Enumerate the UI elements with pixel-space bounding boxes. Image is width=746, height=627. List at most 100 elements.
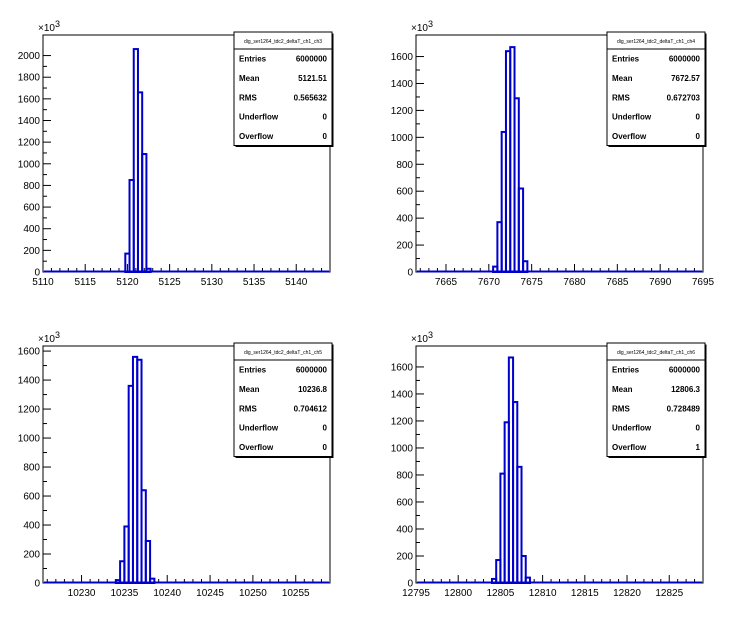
stats-row-value: 6000000 <box>669 366 701 375</box>
y-tick-label: 800 <box>23 463 40 474</box>
x-tick-label: 5135 <box>243 277 266 288</box>
stats-row-value: 0 <box>696 113 701 122</box>
y-tick-label: 1800 <box>18 73 41 84</box>
y-axis-multiplier: ×103 <box>411 19 433 34</box>
stats-row-value: 1 <box>696 443 701 452</box>
multiplier-base: ×10 <box>411 334 428 345</box>
y-tick-label: 0 <box>34 579 40 590</box>
y-tick-label: 0 <box>34 268 40 279</box>
multiplier-base: ×10 <box>38 23 55 34</box>
y-tick-label: 800 <box>23 181 40 192</box>
y-tick-label: 1000 <box>391 133 414 144</box>
x-tick-label: 5120 <box>116 277 139 288</box>
y-tick-label: 1400 <box>18 116 41 127</box>
y-tick-label: 400 <box>396 214 413 225</box>
y-tick-label: 600 <box>396 497 413 508</box>
stats-row-label: Underflow <box>239 113 279 122</box>
y-tick-label: 400 <box>396 524 413 535</box>
y-tick-label: 1600 <box>18 94 41 105</box>
stats-row-label: Entries <box>239 366 267 375</box>
x-tick-label: 7670 <box>478 277 501 288</box>
x-tick-label: 7695 <box>692 277 715 288</box>
x-tick-label: 5140 <box>285 277 308 288</box>
x-tick-label: 5130 <box>201 277 224 288</box>
y-tick-label: 200 <box>396 241 413 252</box>
histogram-panel: 0 200 400 600 800 1000 1200 1400 1600 7665 7670 767… <box>391 19 715 288</box>
y-tick-label: 2000 <box>18 51 41 62</box>
stats-row-value: 0.728489 <box>667 404 701 413</box>
stats-box: dig_ser1264_tdc2_deltaT_ch1_ch4 Entries 60… <box>606 31 707 147</box>
stats-row-label: Overflow <box>239 443 274 452</box>
y-tick-label: 1200 <box>18 138 41 149</box>
stats-title: dig_ser1264_tdc2_deltaT_ch1_ch3 <box>244 39 322 45</box>
histogram-panel: 0 200 400 600 800 1000 1200 1400 1600 12795 12800 1… <box>391 330 707 599</box>
y-tick-label: 1400 <box>391 389 414 400</box>
multiplier-exponent: 3 <box>55 19 60 29</box>
stats-box-frame <box>606 342 706 457</box>
stats-row-label: RMS <box>612 404 630 413</box>
y-tick-label: 1000 <box>391 443 414 454</box>
stats-row-value: 0 <box>323 443 328 452</box>
y-tick-label: 1200 <box>18 405 41 416</box>
stats-row-label: Underflow <box>612 113 652 122</box>
histogram-bin <box>517 187 525 274</box>
stats-row-value: 0.704612 <box>294 404 328 413</box>
stats-row-value: 6000000 <box>296 55 328 64</box>
stats-row-value: 0 <box>323 113 328 122</box>
y-tick-label: 0 <box>407 579 413 590</box>
stats-title: dig_ser1264_tdc2_deltaT_ch1_ch5 <box>244 350 322 356</box>
y-tick-label: 400 <box>23 224 40 235</box>
stats-row-label: RMS <box>239 93 257 102</box>
histogram-panel: 0 200 400 600 800 1000 1200 1400 1600 10230 10235 1… <box>18 330 334 599</box>
y-tick-label: 800 <box>396 160 413 171</box>
x-tick-label: 10240 <box>153 588 181 599</box>
x-tick-label: 5125 <box>158 277 181 288</box>
stats-row-value: 10236.8 <box>298 385 327 394</box>
x-tick-label: 12815 <box>571 588 599 599</box>
stats-row-label: Entries <box>239 55 267 64</box>
x-tick-label: 10230 <box>68 588 96 599</box>
y-tick-label: 200 <box>396 551 413 562</box>
x-tick-label: 7675 <box>521 277 544 288</box>
stats-row-value: 5121.51 <box>298 74 327 83</box>
stats-row-label: Overflow <box>612 132 647 141</box>
stats-box: dig_ser1264_tdc2_deltaT_ch1_ch5 Entries 60… <box>233 342 334 458</box>
x-tick-label: 10255 <box>282 588 310 599</box>
stats-row-value: 0.672703 <box>667 93 701 102</box>
x-tick-label: 12810 <box>529 588 557 599</box>
stats-row-label: Entries <box>612 366 640 375</box>
stats-row-value: 6000000 <box>669 55 701 64</box>
x-tick-label: 7690 <box>649 277 672 288</box>
stats-row-value: 12806.3 <box>671 385 700 394</box>
stats-row-label: Underflow <box>239 424 279 433</box>
stats-box-frame <box>606 31 706 146</box>
y-axis-multiplier: ×103 <box>38 19 60 34</box>
stats-title: dig_ser1264_tdc2_deltaT_ch1_ch6 <box>617 350 695 356</box>
stats-box: dig_ser1264_tdc2_deltaT_ch1_ch3 Entries 60… <box>233 31 334 147</box>
stats-box-frame <box>233 342 333 457</box>
x-tick-label: 7685 <box>606 277 629 288</box>
y-tick-label: 400 <box>23 521 40 532</box>
x-tick-label: 5115 <box>74 277 96 288</box>
stats-row-value: 0 <box>696 132 701 141</box>
x-tick-label: 10235 <box>110 588 138 599</box>
x-tick-label: 7680 <box>563 277 586 288</box>
stats-row-label: Mean <box>612 385 633 394</box>
multiplier-base: ×10 <box>411 23 428 34</box>
y-tick-label: 800 <box>396 470 413 481</box>
y-tick-label: 1400 <box>391 79 414 90</box>
stats-row-label: Underflow <box>612 424 652 433</box>
y-tick-label: 1600 <box>18 347 41 358</box>
stats-row-label: Overflow <box>239 132 274 141</box>
x-tick-label: 12805 <box>487 588 515 599</box>
y-tick-label: 0 <box>407 268 413 279</box>
y-tick-label: 600 <box>396 187 413 198</box>
x-tick-label: 10250 <box>239 588 267 599</box>
x-tick-label: 12795 <box>402 588 430 599</box>
y-tick-label: 200 <box>23 550 40 561</box>
y-tick-label: 200 <box>23 246 40 257</box>
stats-row-label: Mean <box>239 385 260 394</box>
stats-box: dig_ser1264_tdc2_deltaT_ch1_ch6 Entries 60… <box>606 342 707 458</box>
multiplier-exponent: 3 <box>428 330 433 340</box>
